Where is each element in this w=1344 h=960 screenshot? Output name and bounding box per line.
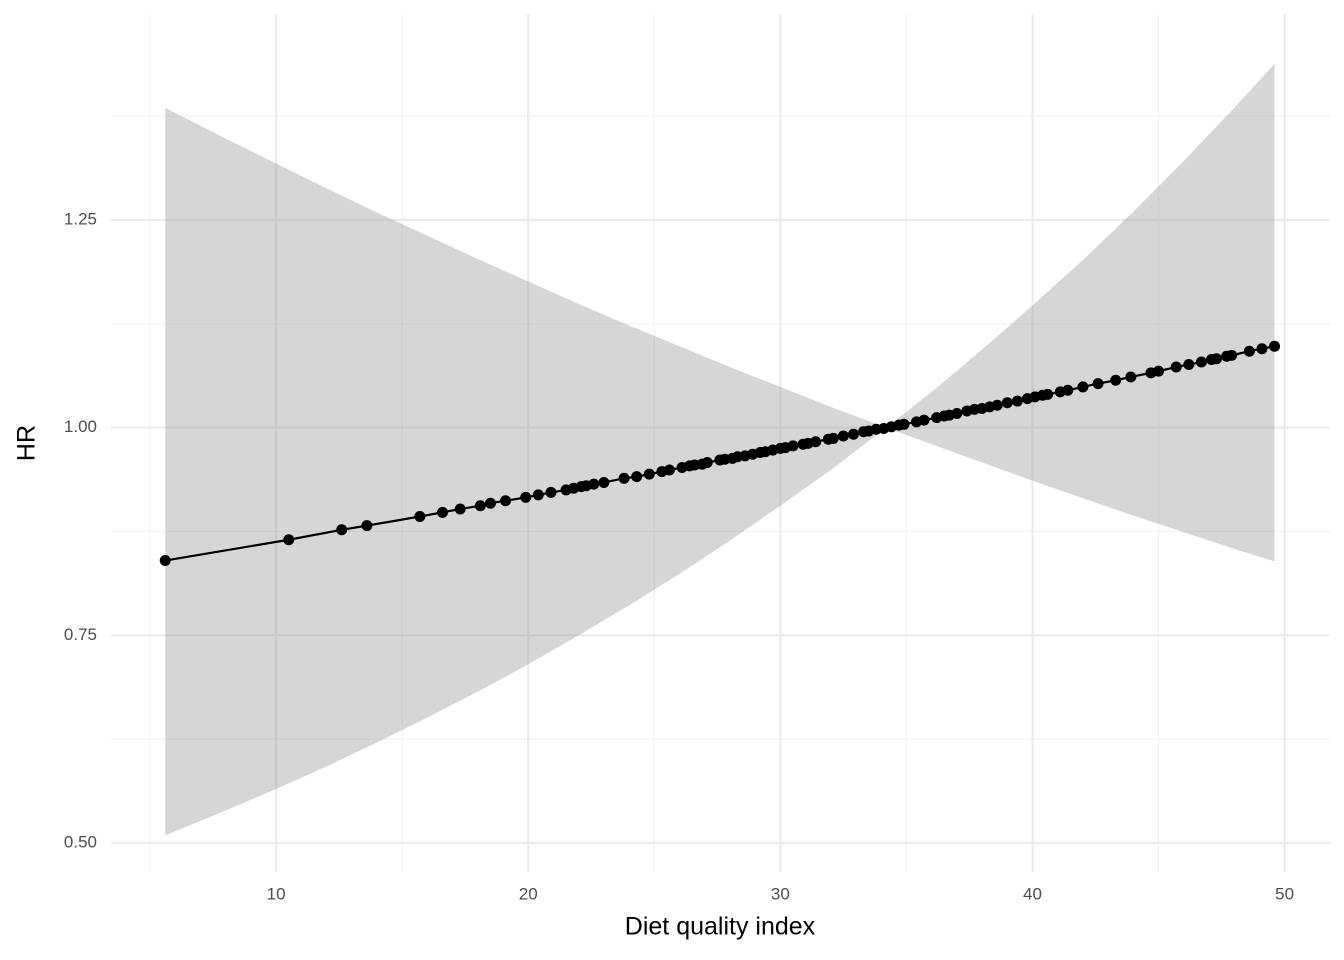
point (1110, 374, 1122, 386)
confidence-band (165, 63, 1275, 836)
point (1125, 371, 1137, 383)
point (827, 432, 839, 444)
point (1092, 378, 1104, 390)
x-axis-title: Diet quality index (625, 913, 816, 941)
point (1269, 340, 1281, 352)
point (1256, 343, 1268, 355)
point (837, 430, 849, 442)
point (1062, 384, 1074, 396)
point (474, 500, 486, 512)
point (336, 524, 348, 536)
point (1042, 388, 1054, 400)
point (643, 468, 655, 480)
point (618, 472, 630, 484)
point (1195, 356, 1207, 368)
y-tick-label: 0.50 (64, 832, 97, 851)
y-tick-label: 1.25 (64, 209, 97, 228)
point (283, 534, 295, 546)
point (1243, 345, 1255, 357)
point (545, 486, 557, 498)
point (1077, 381, 1089, 393)
point (454, 503, 466, 515)
point (598, 476, 610, 488)
point (701, 457, 713, 469)
point (520, 491, 532, 503)
point (1183, 359, 1195, 371)
x-tick-label: 10 (267, 884, 286, 903)
point (918, 414, 930, 426)
y-axis-title: HR (13, 425, 41, 461)
point (663, 464, 675, 476)
y-tick-label: 1.00 (64, 417, 97, 436)
point (532, 489, 544, 501)
point (1011, 395, 1023, 407)
point (500, 495, 512, 507)
point (414, 511, 426, 523)
x-tick-label: 50 (1275, 884, 1294, 903)
point (1153, 365, 1165, 377)
point (1226, 349, 1238, 361)
point (437, 506, 449, 518)
x-tick-label: 40 (1023, 884, 1042, 903)
point (898, 418, 910, 430)
point (1001, 397, 1013, 409)
point (159, 555, 171, 567)
point (810, 436, 822, 448)
y-tick-label: 0.75 (64, 625, 97, 644)
point (484, 497, 496, 509)
point (588, 478, 600, 490)
point (361, 520, 373, 532)
point (787, 440, 799, 452)
point (1211, 353, 1223, 365)
x-tick-label: 30 (771, 884, 790, 903)
point (631, 471, 643, 483)
point (1170, 361, 1182, 373)
x-tick-label: 20 (519, 884, 538, 903)
point (847, 428, 859, 440)
point (991, 399, 1003, 411)
point (951, 408, 963, 420)
